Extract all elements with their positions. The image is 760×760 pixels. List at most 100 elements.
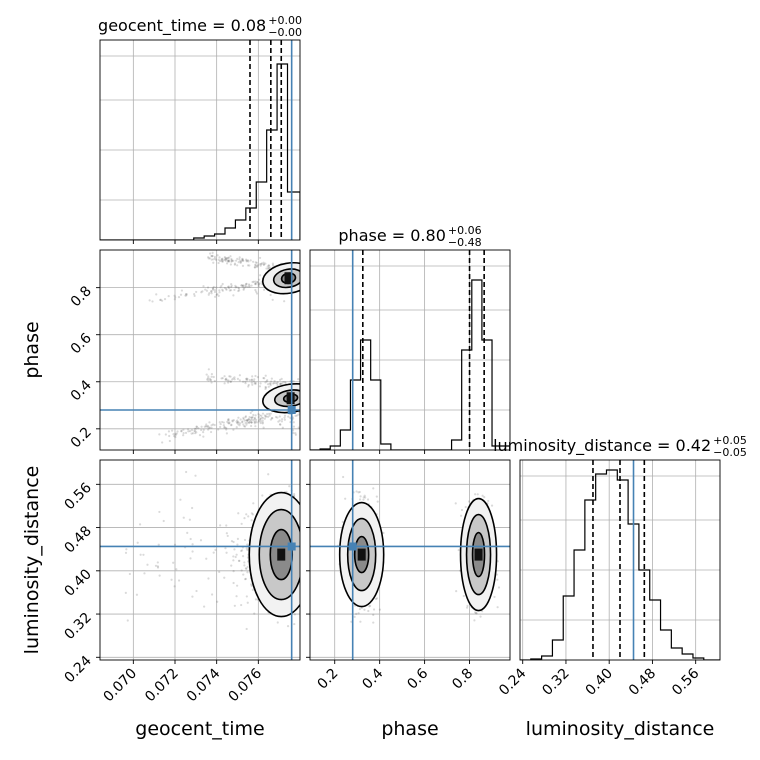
scatter-point	[358, 490, 361, 494]
scatter-point	[227, 379, 230, 382]
scatter-point	[269, 293, 272, 297]
scatter-point	[376, 500, 379, 503]
x-tick-label: 0.2	[314, 666, 341, 693]
scatter-point	[180, 430, 183, 433]
scatter-point	[217, 258, 220, 261]
scatter-point	[232, 540, 235, 544]
scatter-point	[223, 576, 226, 579]
scatter-point	[278, 423, 282, 426]
scatter-point	[243, 517, 246, 520]
scatter-point	[374, 597, 378, 601]
scatter-point	[224, 256, 227, 260]
scatter-point	[283, 414, 287, 417]
scatter-point	[260, 414, 263, 417]
scatter-point	[184, 292, 188, 296]
scatter-point	[250, 424, 253, 428]
scatter-point	[244, 425, 247, 428]
scatter-point	[223, 255, 226, 259]
scatter-point	[230, 285, 233, 289]
scatter-point	[208, 377, 211, 380]
scatter-point	[210, 258, 213, 261]
scatter-point	[261, 422, 264, 425]
x-tick-label: 0.6	[404, 665, 431, 692]
scatter-point	[168, 439, 171, 443]
scatter-point	[283, 416, 286, 419]
scatter-point	[232, 555, 235, 558]
y-tick-label: 0.8	[68, 283, 95, 310]
scatter-point	[229, 263, 232, 266]
scatter-point	[360, 606, 363, 610]
scatter-point	[246, 565, 249, 569]
scatter-point	[230, 259, 233, 262]
scatter-point	[185, 470, 188, 474]
scatter-point	[226, 260, 230, 263]
scatter-point	[232, 570, 235, 573]
scatter-point	[239, 422, 242, 425]
scatter-point	[261, 419, 264, 422]
scatter-point	[124, 591, 127, 594]
title-phase: phase = 0.80 +0.06−0.48	[338, 224, 481, 249]
scatter-point	[234, 259, 238, 262]
title-main: phase = 0.80	[338, 226, 445, 245]
scatter-point	[225, 426, 228, 430]
scatter-point	[184, 294, 187, 297]
scatter-point	[195, 431, 198, 434]
scatter-point	[212, 375, 215, 379]
scatter-point	[228, 375, 231, 378]
contour-peak	[284, 272, 293, 285]
scatter-point	[216, 254, 219, 257]
scatter-group	[124, 470, 248, 631]
scatter-point	[195, 427, 198, 430]
scatter-point	[262, 426, 265, 429]
scatter-point	[234, 555, 237, 559]
scatter-point	[225, 257, 228, 260]
scatter-point	[230, 282, 233, 286]
contour-layer	[248, 261, 498, 618]
scatter-point	[225, 256, 229, 260]
y-tick-label: 0.4	[68, 377, 95, 404]
scatter-point	[259, 274, 262, 277]
scatter-point	[259, 264, 262, 267]
scatter-point	[358, 498, 362, 501]
scatter-point	[207, 257, 210, 260]
scatter-point	[210, 381, 213, 384]
scatter-point	[259, 417, 262, 421]
scatter-point	[257, 285, 260, 288]
scatter-point	[230, 260, 233, 263]
scatter-point	[172, 561, 175, 564]
contour-peak	[474, 548, 483, 561]
scatter-point	[173, 294, 176, 297]
scatter-point	[219, 286, 222, 289]
scatter-point	[246, 377, 249, 381]
panel-frame	[99, 39, 301, 241]
scatter-point	[244, 284, 247, 287]
scatter-point	[342, 475, 345, 479]
scatter-point	[239, 260, 243, 263]
scatter-point	[212, 258, 215, 261]
scatter-point	[230, 284, 233, 287]
x-axis-label-luminosity_distance: luminosity_distance	[526, 718, 715, 740]
scatter-point	[236, 584, 239, 587]
scatter-point	[210, 290, 213, 293]
scatter-point	[248, 285, 251, 289]
scatter-point	[224, 258, 227, 261]
title-sub: −0.05	[713, 446, 747, 459]
scatter-point	[289, 416, 292, 419]
scatter-point	[258, 263, 262, 266]
scatter-point	[270, 417, 274, 420]
scatter-point	[363, 494, 366, 497]
scatter-point	[245, 627, 248, 631]
scatter-point	[194, 474, 197, 477]
panel-frame	[519, 459, 721, 661]
scatter-point	[235, 553, 238, 556]
scatter-point	[237, 512, 240, 515]
scatter-point	[254, 382, 257, 386]
scatter-point	[212, 287, 215, 290]
scatter-point	[259, 421, 262, 425]
scatter-point	[246, 419, 249, 422]
scatter-point	[288, 485, 291, 488]
scatter-point	[481, 494, 484, 497]
title-sub: −0.00	[268, 26, 302, 39]
scatter-point	[250, 379, 253, 382]
scatter-point	[241, 285, 244, 288]
